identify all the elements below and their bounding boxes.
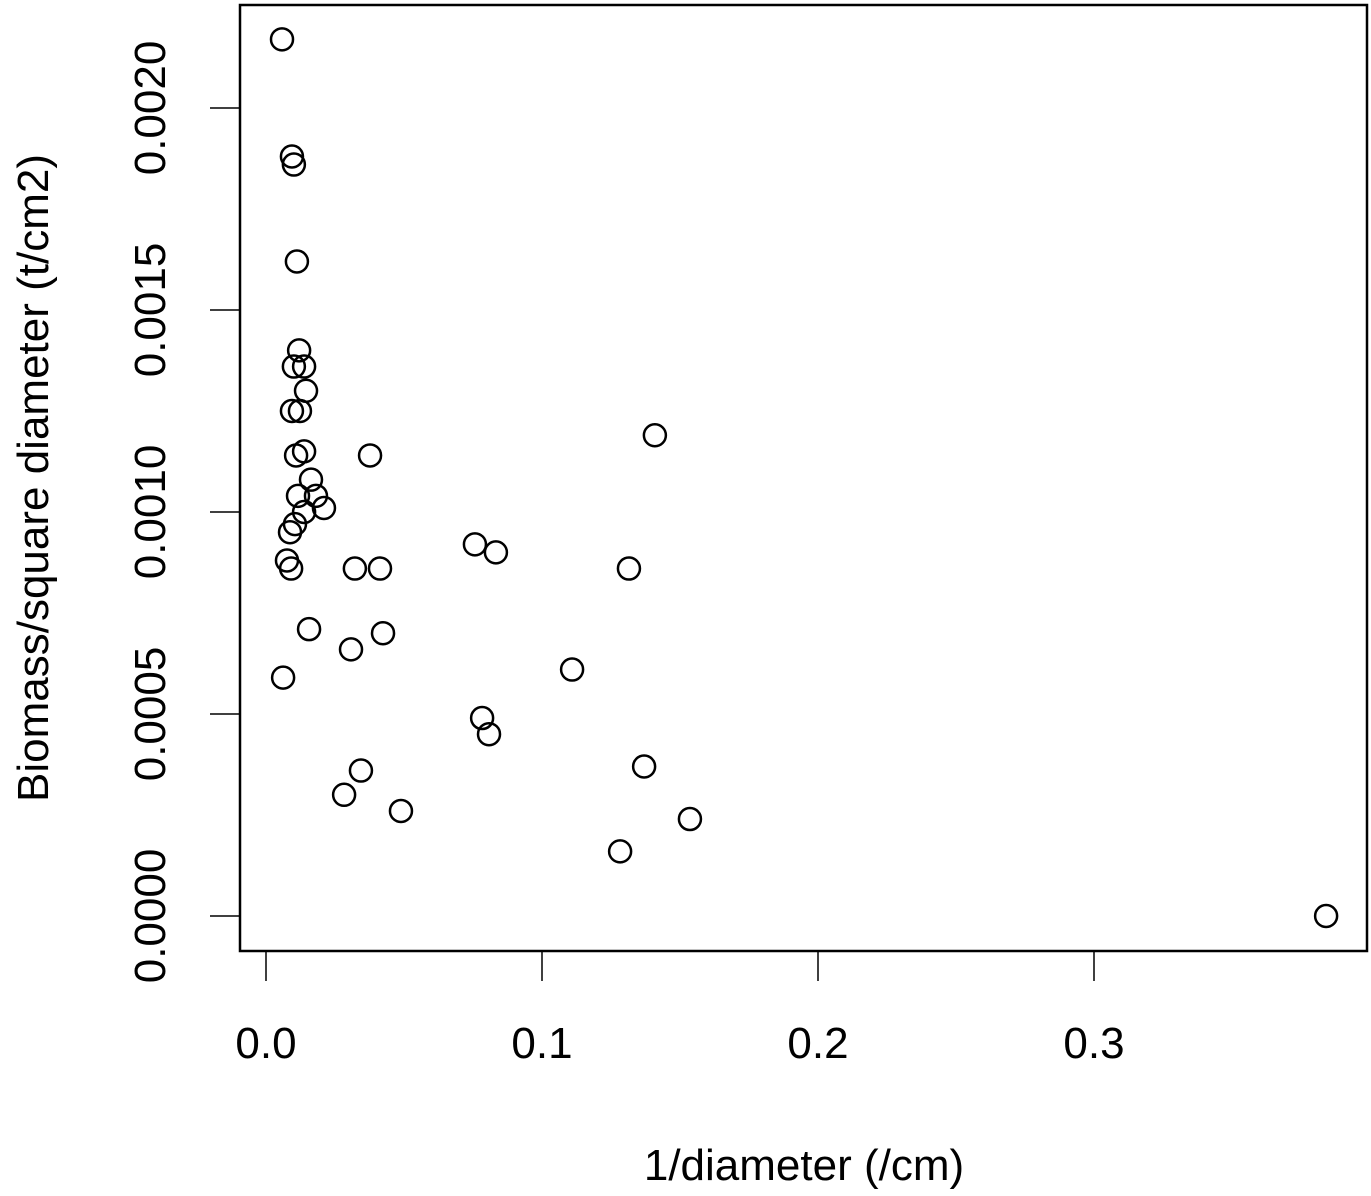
plot-frame: [238, 3, 1369, 953]
data-point-marker: [298, 467, 324, 492]
data-point-marker: [367, 556, 393, 581]
data-point-marker: [631, 754, 657, 779]
x-axis: 0.0 0.1 0.2 0.3: [235, 951, 1125, 1068]
data-point-marker: [616, 556, 642, 581]
data-point-marker: [483, 540, 509, 565]
data-point-marker: [293, 378, 319, 404]
data-point-marker: [269, 27, 295, 52]
data-point-marker: [279, 398, 305, 424]
data-point-marker: [607, 839, 633, 864]
y-tick-label: 0.0000: [126, 849, 175, 984]
data-point-marker: [281, 152, 307, 177]
data-point-marker: [291, 499, 317, 525]
data-point-marker: [677, 806, 703, 832]
data-point-marker: [342, 556, 368, 581]
data-point-marker: [311, 495, 337, 521]
data-point-marker: [357, 443, 383, 468]
data-points: [269, 27, 1339, 929]
data-point-marker: [559, 657, 585, 682]
y-tick-label: 0.0020: [126, 41, 175, 176]
x-axis-title: 1/diameter (/cm): [644, 1141, 964, 1190]
data-point-marker: [348, 758, 374, 783]
data-point-marker: [462, 532, 488, 557]
data-point-marker: [476, 721, 502, 747]
data-point-marker: [281, 354, 307, 379]
data-point-marker: [469, 705, 495, 731]
y-axis-title: Biomass/square diameter (t/cm2): [9, 154, 58, 802]
y-axis: 0.0000 0.0005 0.0010 0.0015 0.0020: [126, 41, 240, 984]
data-point-marker: [285, 483, 311, 509]
data-point-marker: [303, 483, 329, 509]
y-tick-label: 0.0015: [126, 243, 175, 378]
data-point-marker: [287, 398, 313, 424]
x-tick-label: 0.1: [511, 1019, 572, 1068]
data-point-marker: [291, 354, 317, 379]
data-point-marker: [277, 519, 303, 545]
data-point-marker: [331, 782, 357, 808]
data-point-marker: [278, 556, 304, 581]
data-point-marker: [338, 637, 364, 662]
y-tick-label: 0.0005: [126, 647, 175, 782]
data-point-marker: [388, 798, 414, 824]
x-tick-label: 0.2: [787, 1019, 848, 1068]
y-tick-label: 0.0010: [126, 445, 175, 580]
data-point-marker: [642, 422, 668, 448]
data-point-marker: [370, 620, 396, 646]
x-tick-label: 0.3: [1063, 1019, 1124, 1068]
data-point-marker: [270, 665, 296, 690]
data-point-marker: [291, 439, 317, 464]
data-point-marker: [296, 616, 322, 642]
data-point-marker: [1313, 903, 1339, 929]
data-point-marker: [284, 249, 310, 274]
x-tick-label: 0.0: [235, 1019, 296, 1068]
data-point-marker: [286, 338, 312, 363]
